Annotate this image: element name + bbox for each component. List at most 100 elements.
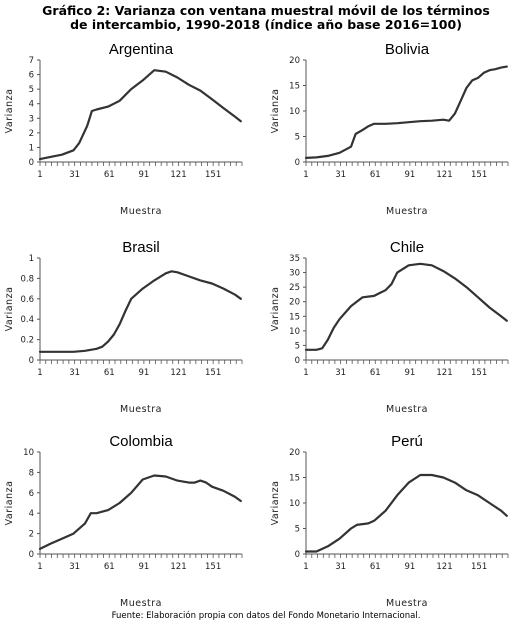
- y-tick-label: 10: [289, 107, 300, 117]
- source-note: Fuente: Elaboración propia con datos del…: [111, 611, 421, 621]
- chart-peru: Perú 0 5 10 15 20 1 31 61 91 121 151 Muestra Varianza: [270, 433, 509, 609]
- y-tick-label: 3: [29, 114, 34, 124]
- y-tick-label: 0: [295, 550, 300, 560]
- y-tick-label: 0: [295, 158, 300, 168]
- y-tick-label: 20: [289, 298, 300, 308]
- y-axis-label: Varianza: [270, 89, 281, 134]
- y-tick-label: 0: [29, 550, 34, 560]
- y-tick-label: 20: [289, 56, 300, 66]
- y-axis-label: Varianza: [4, 287, 15, 332]
- y-tick-label: 20: [289, 448, 300, 458]
- x-tick-label: 151: [471, 562, 487, 572]
- series-line: [38, 270, 242, 353]
- y-tick-label: 0.2: [20, 336, 34, 346]
- x-tick-label: 91: [138, 170, 149, 180]
- y-tick-label: 10: [289, 499, 300, 509]
- x-tick-label: 151: [471, 170, 487, 180]
- x-tick-label: 61: [104, 170, 115, 180]
- figure-title-line-2: de intercambio, 1990-2018 (índice año ba…: [70, 17, 462, 32]
- y-tick-label: 15: [289, 474, 300, 484]
- x-tick-label: 31: [69, 368, 80, 378]
- y-tick-label: 10: [23, 448, 34, 458]
- y-tick-label: 2: [29, 530, 34, 540]
- x-tick-label: 1: [37, 170, 42, 180]
- x-axis-label: Muestra: [386, 404, 428, 415]
- y-tick-label: 6: [29, 71, 34, 81]
- x-tick-label: 31: [335, 562, 346, 572]
- y-tick-label: 0.6: [20, 295, 34, 305]
- x-tick-label: 1: [303, 170, 308, 180]
- chart-title: Brasil: [122, 239, 160, 256]
- y-tick-label: 6: [29, 489, 34, 499]
- y-tick-label: 15: [289, 312, 300, 322]
- y-axis-label: Varianza: [270, 481, 281, 526]
- x-tick-label: 151: [205, 170, 221, 180]
- series-line: [38, 69, 242, 161]
- x-tick-label: 121: [436, 170, 452, 180]
- y-axis-label: Varianza: [4, 89, 15, 134]
- x-tick-label: 31: [335, 368, 346, 378]
- x-tick-label: 121: [170, 562, 186, 572]
- y-tick-label: 4: [29, 509, 34, 519]
- x-tick-label: 121: [170, 170, 186, 180]
- x-tick-label: 91: [404, 368, 415, 378]
- x-tick-label: 31: [69, 170, 80, 180]
- series-line: [38, 474, 242, 551]
- x-tick-label: 31: [69, 562, 80, 572]
- y-tick-label: 0.8: [20, 274, 34, 284]
- x-tick-label: 151: [205, 368, 221, 378]
- x-axis-label: Muestra: [120, 598, 162, 609]
- x-tick-label: 121: [436, 562, 452, 572]
- chart-bolivia: Bolivia 0 5 10 15 20 1 31 61 91 121 151 Muestra Varia…: [270, 41, 509, 217]
- figure-title: Gráfico 2: Varianza con ventana muestral…: [0, 4, 532, 32]
- x-tick-label: 91: [404, 562, 415, 572]
- y-tick-label: 5: [295, 341, 300, 351]
- figure-title-line-1: Gráfico 2: Varianza con ventana muestral…: [42, 3, 490, 18]
- x-axis-label: Muestra: [120, 206, 162, 217]
- x-axis-label: Muestra: [386, 206, 428, 217]
- y-tick-label: 1: [29, 143, 34, 153]
- y-tick-label: 0: [29, 356, 34, 366]
- x-tick-label: 61: [104, 562, 115, 572]
- y-axis-label: Varianza: [4, 481, 15, 526]
- x-tick-label: 91: [404, 170, 415, 180]
- y-tick-label: 5: [295, 525, 300, 535]
- y-tick-label: 15: [289, 82, 300, 92]
- x-tick-label: 1: [37, 368, 42, 378]
- x-tick-label: 61: [370, 562, 381, 572]
- y-axis-label: Varianza: [270, 287, 281, 332]
- chart-title: Bolivia: [385, 41, 430, 58]
- series-line: [304, 473, 508, 553]
- x-tick-label: 1: [303, 562, 308, 572]
- series-line: [304, 262, 508, 351]
- y-tick-label: 0: [29, 158, 34, 168]
- x-tick-label: 91: [138, 368, 149, 378]
- x-tick-label: 121: [170, 368, 186, 378]
- y-tick-label: 4: [29, 100, 34, 110]
- y-tick-label: 7: [29, 56, 34, 66]
- y-tick-label: 35: [289, 254, 300, 264]
- y-tick-label: 30: [289, 269, 300, 279]
- y-tick-label: 1: [29, 254, 34, 264]
- y-tick-label: 5: [29, 85, 34, 95]
- x-tick-label: 61: [104, 368, 115, 378]
- y-tick-label: 2: [29, 129, 34, 139]
- x-tick-label: 151: [471, 368, 487, 378]
- y-tick-label: 5: [295, 133, 300, 143]
- chart-brasil: Brasil 0 0.2 0.4 0.6 0.8 1 1 31 61 91 121 151 Muestra…: [4, 239, 243, 415]
- x-tick-label: 151: [205, 562, 221, 572]
- x-axis-label: Muestra: [386, 598, 428, 609]
- chart-title: Chile: [390, 239, 424, 256]
- chart-colombia: Colombia 0 2 4 6 8 10 1 31 61 91 121 151 Muestra Varia…: [4, 433, 243, 609]
- x-tick-label: 61: [370, 368, 381, 378]
- chart-chile: Chile 0 5 10 15 20 25 30 35 1 31 61 91 121 151 Muestra V…: [270, 239, 509, 415]
- x-tick-label: 1: [303, 368, 308, 378]
- chart-title: Argentina: [109, 41, 174, 58]
- x-tick-label: 121: [436, 368, 452, 378]
- series-line: [304, 65, 508, 160]
- y-tick-label: 25: [289, 283, 300, 293]
- chart-title: Perú: [391, 433, 423, 450]
- y-tick-label: 0.4: [20, 315, 34, 325]
- chart-title: Colombia: [109, 433, 173, 450]
